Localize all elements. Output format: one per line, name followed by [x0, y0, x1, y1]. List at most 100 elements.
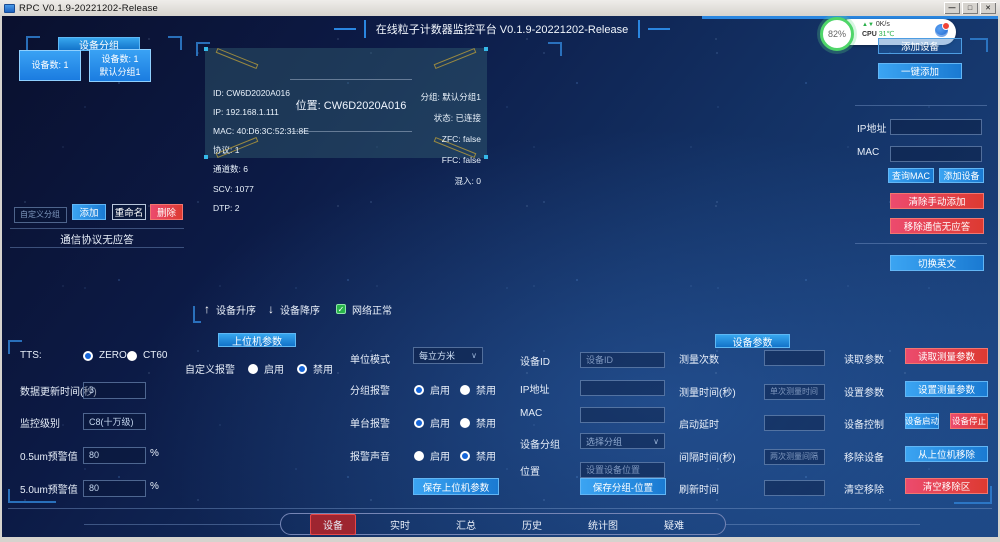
tts-zero-label: ZERO — [99, 350, 127, 361]
form-mac-input[interactable] — [580, 407, 665, 423]
sort-desc-icon[interactable]: ↓ — [268, 302, 274, 316]
warn05-input[interactable] — [83, 446, 146, 464]
device-id-input[interactable] — [580, 352, 665, 368]
tab-chart[interactable]: 统计图 — [588, 520, 618, 532]
device-stop-button[interactable]: 设备停止 — [950, 413, 988, 429]
custom-group-input[interactable] — [14, 206, 67, 223]
start-delay-input[interactable] — [764, 415, 825, 431]
device-mix: 混入: 0 — [454, 175, 481, 186]
group-alarm-disable-radio[interactable] — [460, 384, 470, 395]
bracket-groups-tr — [168, 36, 182, 50]
group-alarm-disable[interactable]: 禁用 — [460, 382, 496, 397]
form-ip-input[interactable] — [580, 380, 665, 396]
titlebar: RPC V0.1.9-20221202-Release — □ ✕ — [0, 0, 1000, 16]
measure-time-input[interactable] — [764, 383, 825, 400]
monitor-level-input[interactable] — [83, 413, 146, 430]
device-info-card[interactable]: ID: CW6D2020A016 IP: 192.168.1.111 MAC: … — [204, 47, 488, 212]
tab-realtime[interactable]: 实时 — [390, 520, 410, 532]
update-time-input-wrap — [83, 380, 146, 399]
sort-desc-label[interactable]: 设备降序 — [280, 305, 320, 317]
title-line-left — [333, 28, 356, 30]
tab-history[interactable]: 历史 — [522, 520, 542, 532]
custom-alarm-enable[interactable]: 启用 — [248, 361, 284, 376]
group-card-all[interactable]: 设备数: 1 — [19, 50, 81, 81]
window-title: RPC V0.1.9-20221202-Release — [19, 2, 159, 14]
remove-from-host-button[interactable]: 从上位机移除 — [905, 446, 988, 462]
measure-count-input[interactable] — [764, 350, 825, 366]
clear-removed-button[interactable]: 清空移除区 — [905, 478, 988, 494]
measure-count-input-wrap — [764, 348, 825, 366]
tts-ct60-option[interactable]: CT60 — [127, 350, 167, 361]
update-time-label: 数据更新时间(秒) — [20, 387, 97, 398]
single-alarm-disable-radio[interactable] — [460, 417, 470, 428]
group-alarm-enable[interactable]: 启用 — [414, 382, 450, 397]
device-params-header: 设备参数 — [715, 334, 790, 349]
switch-english-button[interactable]: 切换英文 — [890, 255, 984, 271]
group-add-button[interactable]: 添加 — [72, 204, 106, 220]
save-group-location-button[interactable]: 保存分组-位置 — [580, 478, 666, 495]
set-measure-params-button[interactable]: 设置测量参数 — [905, 381, 988, 397]
cpu-label: CPU — [862, 31, 877, 38]
group-rename-button[interactable]: 重命名 — [112, 204, 146, 220]
chevron-down-icon: ∨ — [653, 436, 659, 446]
add-device-button[interactable]: 添加设备 — [878, 38, 962, 54]
network-ok-icon: ✓ — [336, 304, 346, 314]
alarm-sound-disable-radio[interactable] — [460, 450, 470, 461]
alarm-sound-disable[interactable]: 禁用 — [460, 448, 496, 463]
start-delay-label: 启动延时 — [679, 420, 719, 431]
card-handle-tl — [204, 47, 208, 51]
minimize-button[interactable]: — — [944, 2, 960, 14]
alarm-sound-enable-radio[interactable] — [414, 450, 424, 461]
device-start-button[interactable]: 设备启动 — [905, 413, 939, 429]
guard-icon[interactable] — [935, 22, 950, 37]
custom-alarm-disable-label: 禁用 — [313, 365, 333, 376]
unit-mode-select[interactable]: 每立方米 ∨ — [413, 347, 483, 364]
tab-device[interactable]: 设备 — [310, 513, 356, 535]
tts-ct60-radio[interactable] — [127, 350, 137, 361]
warn50-input[interactable] — [83, 479, 146, 497]
save-host-params-button[interactable]: 保存上位机参数 — [413, 478, 499, 495]
update-time-input[interactable] — [83, 381, 146, 399]
measure-count-label: 测量次数 — [679, 355, 719, 366]
interval-input[interactable] — [764, 448, 825, 465]
form-group-select[interactable]: 选择分组 ∨ — [580, 433, 665, 449]
form-location-input[interactable] — [580, 462, 665, 478]
main-content: 在线粒子计数器监控平台 V0.1.9-20221202-Release 82% … — [2, 16, 998, 537]
sort-asc-icon[interactable]: ↑ — [204, 302, 210, 316]
single-alarm-disable[interactable]: 禁用 — [460, 415, 496, 430]
one-key-add-button[interactable]: 一键添加 — [878, 63, 962, 79]
tab-issues[interactable]: 疑难 — [664, 520, 684, 532]
tab-summary[interactable]: 汇总 — [456, 520, 476, 532]
query-mac-button[interactable]: 查询MAC — [888, 168, 934, 183]
group-alarm-enable-radio[interactable] — [414, 384, 424, 395]
tts-zero-radio[interactable] — [83, 350, 93, 361]
add-device-small-button[interactable]: 添加设备 — [939, 168, 984, 183]
custom-alarm-disable[interactable]: 禁用 — [297, 361, 333, 376]
remove-no-response-button[interactable]: 移除通信无应答 — [890, 218, 984, 234]
location-line-top — [290, 79, 412, 80]
group-alarm-enable-label: 启用 — [430, 386, 450, 397]
group-delete-button[interactable]: 删除 — [150, 204, 183, 220]
maximize-button[interactable]: □ — [962, 2, 978, 14]
tts-label: TTS: — [20, 350, 42, 361]
device-id-label: 设备ID — [520, 357, 550, 368]
system-monitor-widget[interactable]: 82% ▲▼ 0K/s CPU 31℃ — [820, 17, 956, 55]
device-location: 位置: CW6D2020A016 — [295, 100, 407, 112]
custom-alarm-disable-radio[interactable] — [297, 363, 307, 374]
alarm-sound-enable[interactable]: 启用 — [414, 448, 450, 463]
close-button[interactable]: ✕ — [980, 2, 996, 14]
app-icon — [4, 3, 15, 13]
single-alarm-enable[interactable]: 启用 — [414, 415, 450, 430]
group-card-default[interactable]: 设备数: 1 默认分组1 — [89, 49, 151, 82]
ip-input[interactable] — [890, 119, 982, 135]
read-measure-params-button[interactable]: 读取测量参数 — [905, 348, 988, 364]
custom-alarm-enable-radio[interactable] — [248, 363, 258, 374]
sort-asc-label[interactable]: 设备升序 — [216, 305, 256, 317]
mac-input[interactable] — [890, 146, 982, 162]
clear-manual-button[interactable]: 清除手动添加 — [890, 193, 984, 209]
single-alarm-enable-radio[interactable] — [414, 417, 424, 428]
tts-zero-option[interactable]: ZERO — [83, 350, 127, 361]
window-controls: — □ ✕ — [944, 2, 996, 14]
refresh-time-input[interactable] — [764, 480, 825, 496]
